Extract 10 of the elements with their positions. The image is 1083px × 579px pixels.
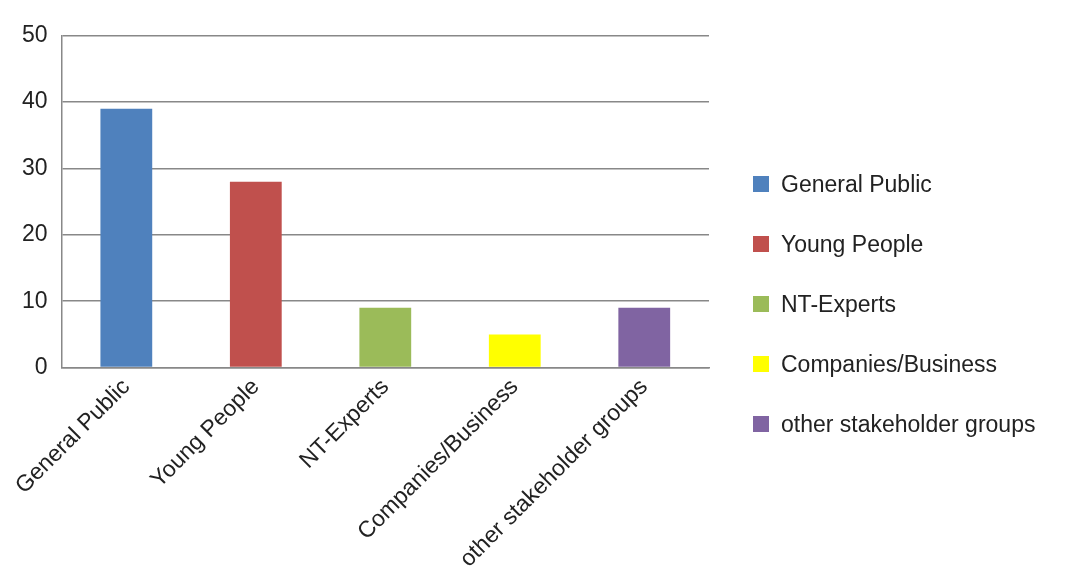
legend-label: NT-Experts xyxy=(781,289,897,318)
legend-label: General Public xyxy=(781,169,932,198)
y-tick-label: 40 xyxy=(21,87,48,114)
y-tick-label: 50 xyxy=(21,21,48,48)
y-tick-label: 10 xyxy=(21,286,48,313)
y-tick-label: 30 xyxy=(21,153,48,180)
legend-label: Young People xyxy=(781,229,924,258)
legend-label: Companies/Business xyxy=(781,349,998,378)
y-tick-label: 0 xyxy=(34,352,48,379)
y-tick-label: 20 xyxy=(21,220,48,247)
